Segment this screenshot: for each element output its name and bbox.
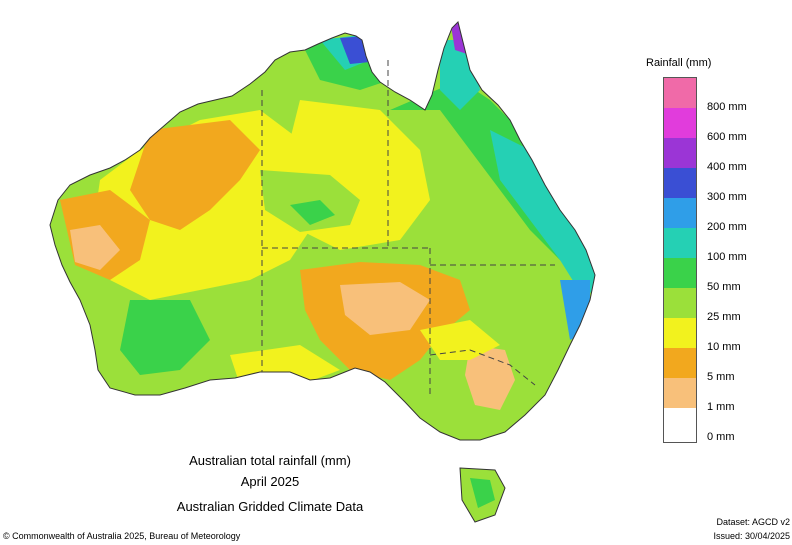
legend-swatch (664, 348, 696, 378)
legend-colorbar (663, 77, 697, 443)
legend-label-bottom: 0 mm (707, 431, 735, 443)
copyright-text: © Commonwealth of Australia 2025, Bureau… (3, 531, 241, 541)
legend-swatch (664, 408, 696, 438)
region-sa-peach (340, 282, 430, 335)
region-victoria-peach (465, 345, 515, 410)
legend-label: 25 mm (707, 311, 741, 323)
region-pilbara-orange (130, 120, 260, 230)
map-title: Australian total rainfall (mm) (189, 453, 351, 468)
legend-swatch (664, 108, 696, 138)
state-borders (261, 60, 555, 395)
legend-label: 10 mm (707, 341, 741, 353)
legend-swatch (664, 288, 696, 318)
tasmania-green (470, 478, 495, 508)
map-subtitle-dataset: Australian Gridded Climate Data (176, 499, 364, 514)
australia-coastline (49, 21, 596, 441)
legend-swatch (664, 138, 696, 168)
issued-date: Issued: 30/04/2025 (713, 531, 790, 541)
legend-swatch (664, 78, 696, 108)
nsw-vic-border (429, 349, 536, 386)
region-murray-yellow (420, 320, 500, 360)
legend-swatch (664, 318, 696, 348)
region-sw-green (120, 300, 210, 375)
legend-swatch (664, 258, 696, 288)
legend-label: 200 mm (707, 221, 747, 233)
legend-label: 400 mm (707, 161, 747, 173)
legend-title: Rainfall (mm) (646, 57, 712, 69)
map-subtitle-month: April 2025 (240, 474, 300, 489)
region-qld-coast-teal (490, 130, 595, 300)
legend-swatch (664, 198, 696, 228)
legend-label: 800 mm (707, 101, 747, 113)
legend-label: 600 mm (707, 131, 747, 143)
legend-label: 1 mm (707, 401, 735, 413)
legend-swatch (664, 378, 696, 408)
legend-label: 50 mm (707, 281, 741, 293)
dataset-label: Dataset: AGCD v2 (716, 517, 790, 527)
region-central-green (260, 170, 360, 232)
legend-swatch (664, 168, 696, 198)
legend-label: 300 mm (707, 191, 747, 203)
region-central-darkgreen (290, 200, 335, 225)
legend-label: 5 mm (707, 371, 735, 383)
region-west-coast-peach (70, 225, 120, 270)
rainfall-fill-layer (50, 22, 595, 440)
legend-swatch (664, 228, 696, 258)
legend-label: 100 mm (707, 251, 747, 263)
